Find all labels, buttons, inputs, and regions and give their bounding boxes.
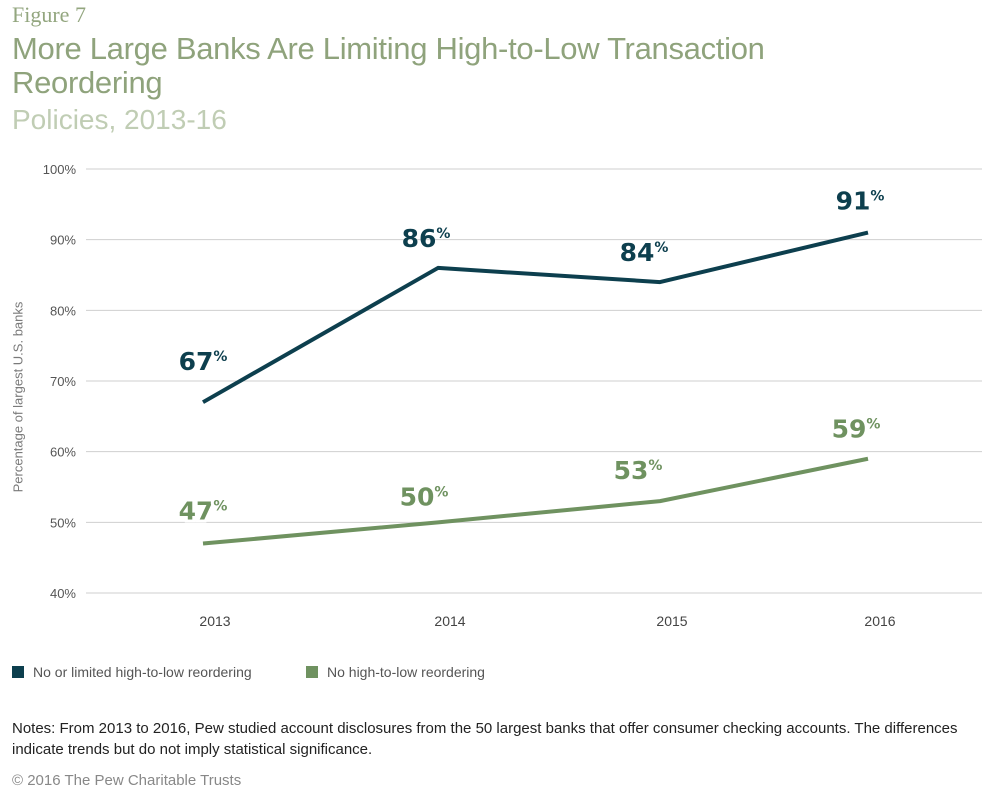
y-tick-label: 80%: [50, 303, 76, 318]
x-tick-label: 2016: [864, 613, 895, 629]
legend-item-series2: No high-to-low reordering: [306, 664, 485, 680]
y-tick-label: 100%: [43, 162, 77, 177]
y-axis-ticks: 40% 50% 60% 70% 80% 90% 100%: [43, 162, 77, 601]
data-label: 84%: [620, 238, 669, 267]
data-labels: 67% 86% 84% 91% 47% 50% 53% 59%: [176, 187, 885, 529]
x-tick-label: 2013: [199, 613, 230, 629]
figure-label: Figure 7: [12, 2, 86, 27]
data-label: 50%: [400, 482, 449, 511]
y-tick-label: 60%: [50, 445, 76, 460]
chart-subtitle: Policies, 2013-16: [12, 104, 227, 135]
chart-notes: Notes: From 2013 to 2016, Pew studied ac…: [12, 720, 958, 758]
legend-swatch-series2: [306, 666, 318, 678]
y-tick-label: 90%: [50, 233, 76, 248]
x-tick-label: 2014: [434, 613, 465, 629]
series-layer: [202, 230, 869, 546]
data-label: 86%: [402, 224, 451, 253]
copyright: © 2016 The Pew Charitable Trusts: [12, 772, 242, 789]
data-label: 67%: [179, 347, 228, 376]
series-line-1: [202, 230, 869, 404]
y-axis-label: Percentage of largest U.S. banks: [10, 301, 26, 493]
data-label: 47%: [179, 497, 228, 526]
y-tick-label: 40%: [50, 586, 76, 601]
grid-layer: [86, 168, 982, 594]
series-line-2: [202, 456, 869, 546]
data-label: 59%: [832, 415, 881, 444]
x-tick-label: 2015: [656, 613, 687, 629]
legend-label-series2: No high-to-low reordering: [327, 664, 485, 680]
x-axis-ticks: 2013 2014 2015 2016: [199, 613, 895, 629]
chart-title: More Large Banks Are Limiting High-to-Lo…: [12, 31, 765, 100]
y-tick-label: 50%: [50, 515, 76, 530]
data-label: 91%: [836, 187, 885, 216]
data-label: 53%: [614, 456, 663, 485]
legend-item-series1: No or limited high-to-low reordering: [12, 664, 252, 680]
legend-label-series1: No or limited high-to-low reordering: [33, 664, 252, 680]
legend-swatch-series1: [12, 666, 24, 678]
y-tick-label: 70%: [50, 374, 76, 389]
line-chart: 40%50%60%70%80%90%100% 2013 2014 2015 2016 …: [43, 162, 982, 629]
